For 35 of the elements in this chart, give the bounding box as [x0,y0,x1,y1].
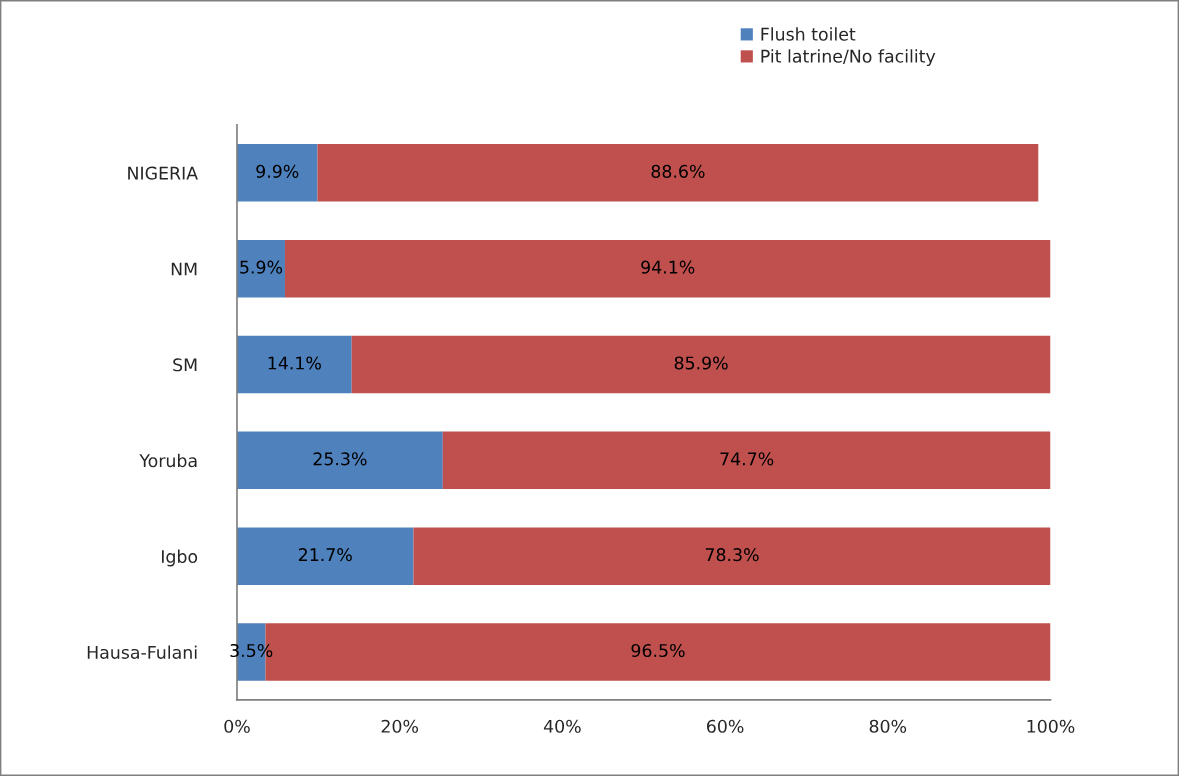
bar [236,431,443,490]
data-label: 5.9% [240,260,283,274]
y-tick-label: Igbo [162,549,198,567]
bar [317,144,1039,202]
bar [236,335,352,394]
y-tick-label: Yoruba [139,453,197,468]
bar [413,527,1051,585]
bar [236,527,414,585]
bar [236,144,318,202]
y-tick-label: NM [171,262,197,276]
legend-label: Pit latrine/No facility [761,49,936,67]
data-label: 85.9% [674,356,728,370]
legend-label: Flush toilet [761,27,856,41]
data-label: 9.9% [256,164,299,178]
x-tick-label: 40% [543,719,581,733]
x-tick-label: 100% [1027,719,1075,733]
x-tick-label: 80% [869,719,907,733]
data-label: 94.1% [641,260,695,274]
x-tick-label: 60% [707,719,744,733]
data-label: 74.7% [720,452,774,466]
data-label: 78.3% [705,548,759,562]
x-tick-label: 0% [224,719,250,733]
y-tick-label: Hausa-Fulani [87,645,197,659]
data-label: 14.1% [268,356,321,370]
bar [351,335,1051,394]
data-label: 96.5% [631,643,685,658]
bar [442,431,1051,490]
bar [236,239,285,298]
data-label: 21.7% [298,548,352,562]
data-label: 25.3% [313,452,367,466]
y-tick-label: NIGERIA [128,166,198,180]
y-tick-label: SM [173,358,197,372]
bar [284,239,1051,298]
x-tick-label: 20% [381,719,419,733]
data-label: 88.6% [651,164,705,178]
